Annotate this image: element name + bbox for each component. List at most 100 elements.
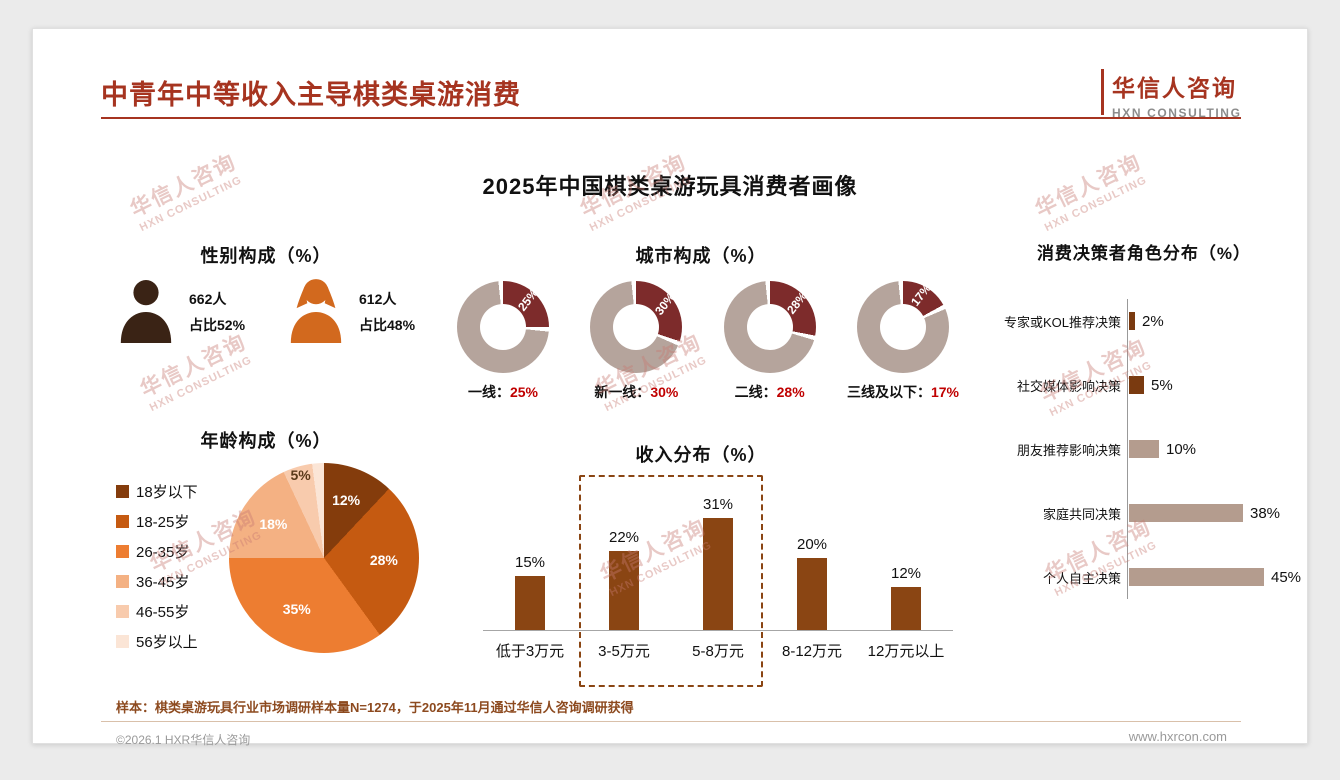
income-category-label: 3-5万元 [598, 643, 650, 660]
income-bar [797, 558, 827, 630]
decision-bar [1129, 440, 1159, 458]
legend-swatch [116, 605, 129, 618]
age-legend-item: 56岁以上 [116, 631, 198, 652]
income-bar-group: 15% [483, 554, 577, 630]
decision-axis-line [1127, 299, 1128, 599]
income-categories: 低于3万元 3-5万元 5-8万元 8-12万元 12万元以上 [483, 631, 953, 661]
city-donut: 25% 一线：25% [453, 281, 553, 402]
pie-slice-label: 5% [290, 467, 311, 484]
decision-value-label: 5% [1151, 376, 1173, 394]
income-category-label: 12万元以上 [867, 643, 945, 660]
income-highlight-box [579, 475, 763, 687]
donut-caption: 新一线：30% [594, 384, 679, 400]
gender-female-stat: 612人 占比48% [285, 277, 415, 347]
decision-bar [1129, 504, 1243, 522]
decision-label: 朋友推荐影响决策 [1016, 442, 1121, 458]
decision-bar [1129, 376, 1144, 394]
city-donut: 30% 新一线：30% [586, 281, 686, 402]
income-category-label: 8-12万元 [781, 643, 843, 660]
bar-value-label: 31% [702, 496, 734, 514]
income-section-title: 收入分布（%） [635, 445, 767, 465]
decision-row: 社交媒体影响决策 5% [979, 371, 1309, 399]
page-title: 中青年中等收入主导棋类桌游消费 [101, 80, 521, 110]
decision-value-label: 2% [1142, 312, 1164, 330]
legend-label: 26-35岁 [136, 544, 190, 561]
city-donut: 28% 二线：28% [720, 281, 820, 402]
decision-label: 社交媒体影响决策 [1016, 378, 1121, 394]
age-legend: 18岁以下 18-25岁 26-35岁 36-45岁 46-55岁 56岁以上 [116, 481, 198, 661]
legend-swatch [116, 635, 129, 648]
city-donuts: 25% 一线：25% 30% 新一线：30% 28% 二线：28% 17% 三线及以下：17% [453, 281, 959, 402]
age-legend-item: 18岁以下 [116, 481, 198, 502]
logo-bar [1101, 69, 1104, 115]
donut-slice-label: 17% [907, 281, 934, 309]
footer-divider [101, 721, 1241, 722]
legend-swatch [116, 575, 129, 588]
income-bars: 15% 22% 31% 20% 12% [483, 477, 953, 630]
decision-row: 专家或KOL推荐决策 2% [979, 307, 1309, 335]
pie-slice-label: 12% [332, 492, 361, 509]
slide-card: 中青年中等收入主导棋类桌游消费 华信人咨询 HXN CONSULTING 202… [32, 28, 1309, 747]
decision-label: 专家或KOL推荐决策 [1003, 314, 1121, 330]
chart-main-title: 2025年中国棋类桌游玩具消费者画像 [482, 174, 858, 199]
female-icon [290, 279, 342, 343]
legend-swatch [116, 515, 129, 528]
age-section-title: 年龄构成（%） [200, 431, 332, 451]
decision-bar-chart: 专家或KOL推荐决策 2% 社交媒体影响决策 5% 朋友推荐影响决策 10% 家庭共同决策 3… [979, 299, 1309, 627]
income-bar-group: 22% [577, 529, 671, 630]
sample-note: 样本：棋类桌游玩具行业市场调研样本量N=1274，于2025年11月通过华信人咨… [116, 700, 634, 715]
gender-male-stat: 662人 占比52% [115, 277, 245, 347]
legend-label: 36-45岁 [136, 574, 190, 591]
income-category-label: 5-8万元 [692, 643, 744, 660]
donut-caption: 一线：25% [467, 384, 539, 400]
age-legend-item: 26-35岁 [116, 541, 198, 562]
income-bar-group: 20% [765, 536, 859, 630]
income-bar-chart: 15% 22% 31% 20% 12% 低于3万元 3-5万元 5-8万元 8-12万元 12万… [483, 475, 953, 692]
decision-bar [1129, 568, 1264, 586]
income-bar [891, 586, 921, 630]
decision-label: 家庭共同决策 [1042, 506, 1121, 522]
website-text: www.hxrcon.com [1128, 729, 1227, 744]
decision-rows: 专家或KOL推荐决策 2% 社交媒体影响决策 5% 朋友推荐影响决策 10% 家庭共同决策 3… [979, 307, 1309, 591]
bar-value-label: 22% [608, 528, 640, 546]
decision-section-title: 消费决策者角色分布（%） [1036, 244, 1252, 263]
bar-value-label: 15% [514, 554, 546, 571]
legend-label: 46-55岁 [136, 604, 190, 621]
bar-value-label: 20% [796, 536, 828, 553]
gender-section-title: 性别构成（%） [200, 246, 332, 266]
female-share: 占比48% [359, 317, 416, 333]
donut-caption: 三线及以下：17% [846, 384, 959, 400]
decision-value-label: 38% [1250, 504, 1281, 522]
income-bar [703, 518, 733, 630]
donut-slice-label: 28% [783, 288, 810, 317]
city-section-title: 城市构成（%） [635, 246, 767, 266]
decision-label: 个人自主决策 [1042, 570, 1121, 586]
decision-row: 家庭共同决策 38% [979, 499, 1309, 527]
donut-caption: 二线：28% [734, 384, 805, 400]
decision-value-label: 10% [1166, 440, 1197, 458]
copyright-text: ©2026.1 HXR华信人咨询 [116, 733, 251, 747]
male-share: 占比52% [189, 317, 246, 333]
income-bar [515, 576, 545, 630]
logo-text-cn: 华信人咨询 [1112, 75, 1237, 101]
company-logo: 华信人咨询 HXN CONSULTING [1101, 69, 1242, 120]
age-legend-item: 36-45岁 [116, 571, 198, 592]
income-axis-line [483, 630, 953, 631]
legend-label: 56岁以上 [136, 634, 198, 651]
decision-row: 朋友推荐影响决策 10% [979, 435, 1309, 463]
male-icon [120, 280, 172, 343]
decision-value-label: 45% [1271, 568, 1302, 586]
decision-row: 个人自主决策 45% [979, 563, 1309, 591]
logo-text-en: HXN CONSULTING [1112, 106, 1242, 120]
decision-bar [1129, 312, 1135, 330]
age-pie-chart: 12% 28% 35% 18% 5% [229, 463, 419, 653]
title-divider [101, 117, 1241, 119]
legend-label: 18岁以下 [136, 484, 198, 501]
income-bar-group: 31% [671, 496, 765, 630]
income-bar-group: 12% [859, 565, 953, 630]
pie-slice-label: 28% [369, 551, 398, 568]
legend-label: 18-25岁 [136, 514, 190, 531]
income-bar [609, 550, 639, 630]
age-legend-item: 46-55岁 [116, 601, 198, 622]
age-legend-item: 18-25岁 [116, 511, 198, 532]
